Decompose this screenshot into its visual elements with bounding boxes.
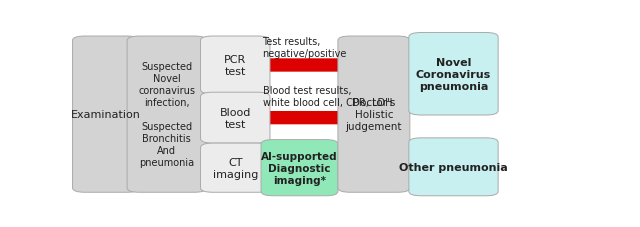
Text: Examination: Examination xyxy=(71,110,141,120)
FancyBboxPatch shape xyxy=(409,33,498,116)
Text: AI-supported
Diagnostic
imaging*: AI-supported Diagnostic imaging* xyxy=(261,151,338,185)
FancyBboxPatch shape xyxy=(409,138,498,196)
Polygon shape xyxy=(194,152,213,184)
FancyBboxPatch shape xyxy=(200,143,270,192)
Text: Blood
test: Blood test xyxy=(220,107,251,129)
Text: PCR
test: PCR test xyxy=(224,55,246,77)
FancyBboxPatch shape xyxy=(261,140,338,196)
Polygon shape xyxy=(257,102,350,134)
Polygon shape xyxy=(257,152,273,184)
Polygon shape xyxy=(194,102,213,134)
Polygon shape xyxy=(194,50,213,81)
Text: Novel
Coronavirus
pneumonia: Novel Coronavirus pneumonia xyxy=(416,57,491,91)
FancyBboxPatch shape xyxy=(72,37,140,192)
Text: Doctor's
Holistic
judgement: Doctor's Holistic judgement xyxy=(346,98,402,132)
Polygon shape xyxy=(326,152,350,184)
Text: Test results,
negative/positive: Test results, negative/positive xyxy=(262,36,347,59)
FancyBboxPatch shape xyxy=(200,93,270,143)
Polygon shape xyxy=(397,59,421,90)
Text: Suspected
Novel
coronavirus
infection,

Suspected
Bronchitis
And
pneumonia: Suspected Novel coronavirus infection, S… xyxy=(138,62,195,167)
Polygon shape xyxy=(127,99,140,130)
Text: CT
imaging: CT imaging xyxy=(212,157,258,179)
Text: Other pneumonia: Other pneumonia xyxy=(399,162,508,172)
Polygon shape xyxy=(257,50,350,81)
FancyBboxPatch shape xyxy=(338,37,410,192)
Text: Blood test results,
white blood cell, CPR, LDH: Blood test results, white blood cell, CP… xyxy=(262,85,392,108)
FancyBboxPatch shape xyxy=(127,37,207,192)
FancyBboxPatch shape xyxy=(200,37,270,94)
Polygon shape xyxy=(397,152,421,184)
